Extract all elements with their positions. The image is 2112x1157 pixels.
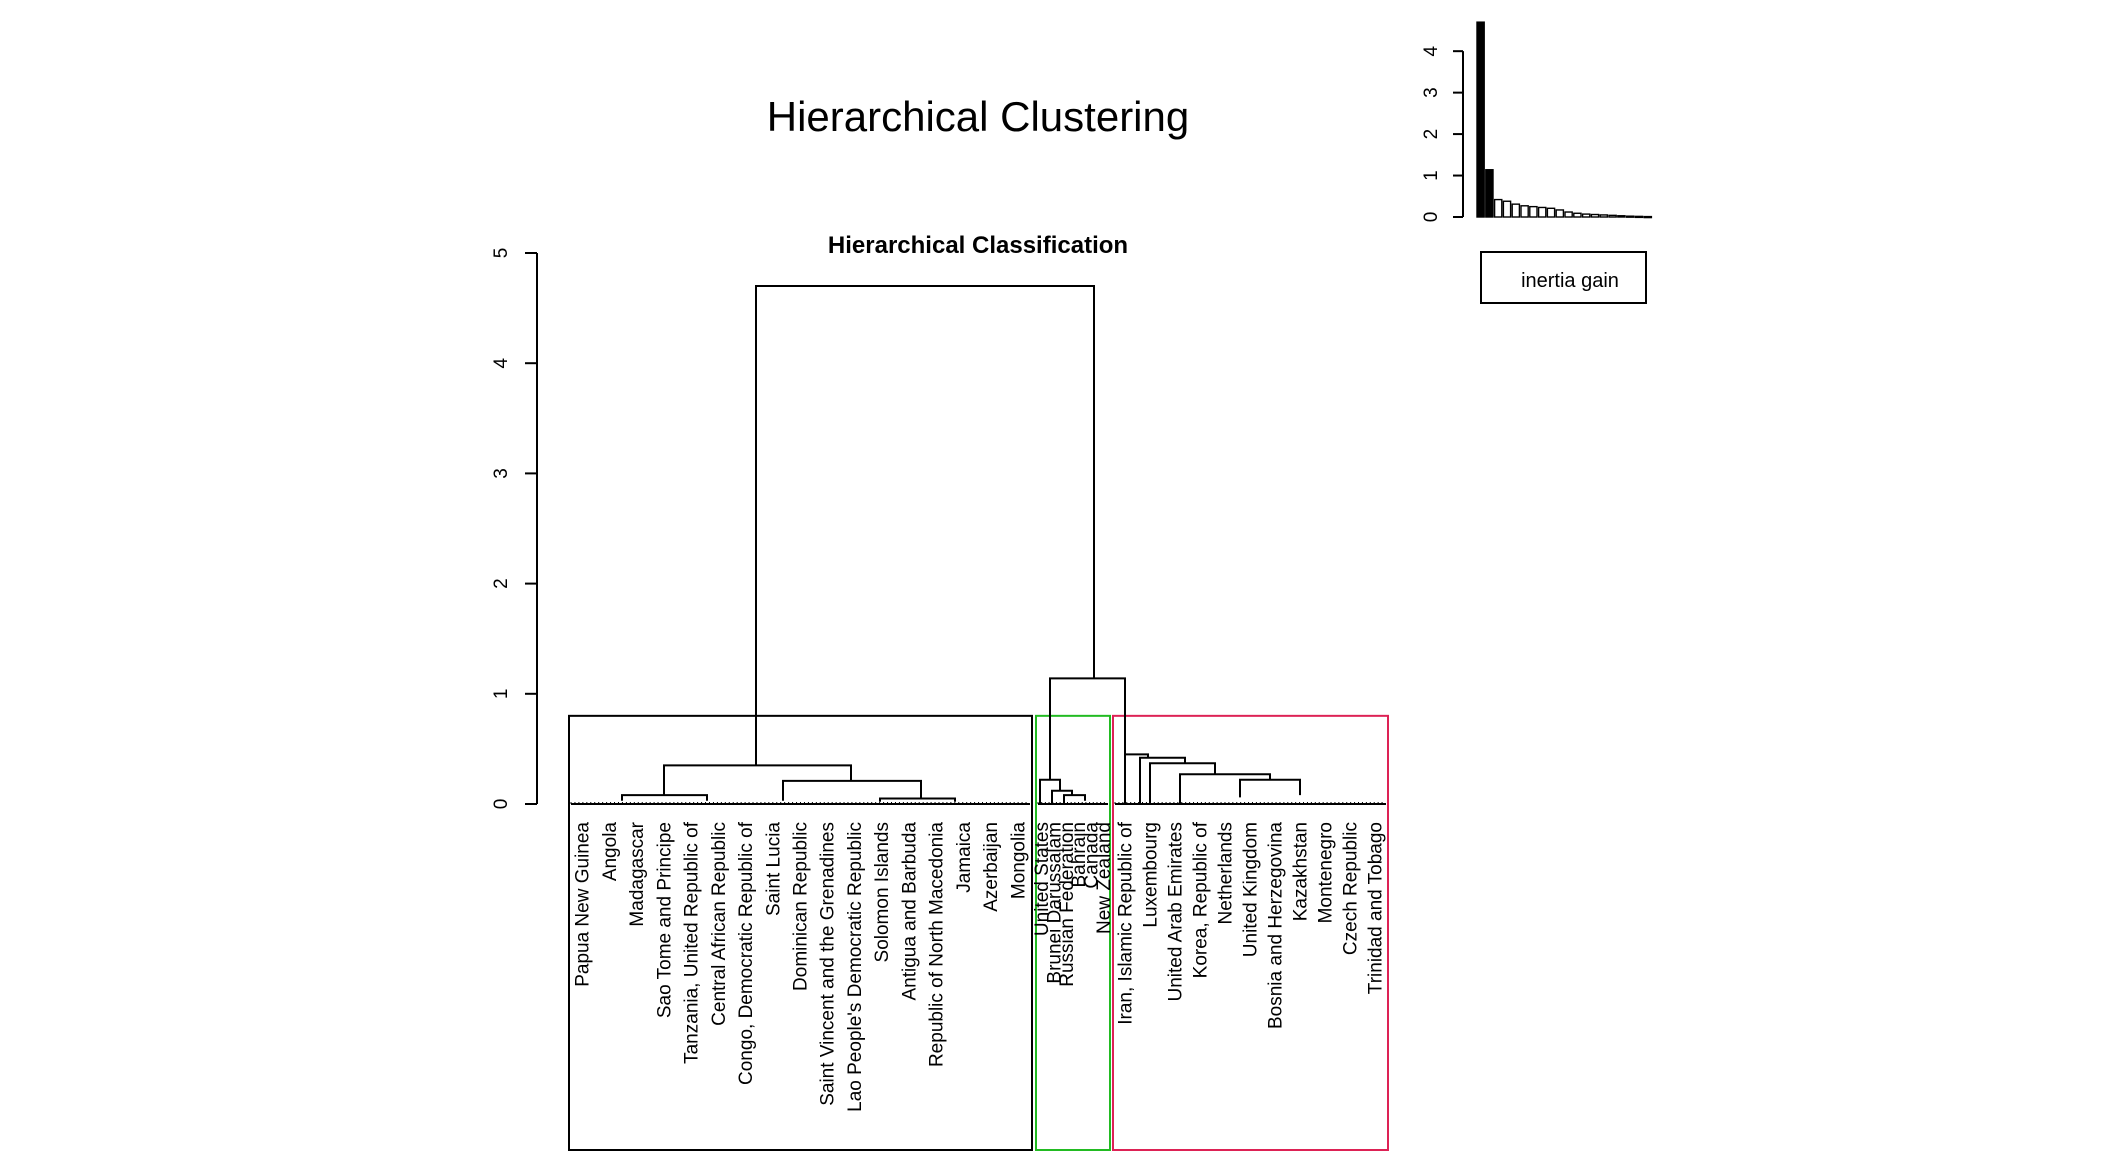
leaf-label: Brunei Darussalam — [1045, 822, 1066, 984]
merge-cluster-1 — [663, 764, 852, 796]
inertia-bar — [1625, 215, 1635, 218]
leaf-label: Sao Tome and Principe — [654, 822, 675, 1018]
leaf-label: Czech Republic — [1341, 822, 1362, 955]
leaf-label: United Arab Emirates — [1166, 822, 1187, 1002]
leaf-label: Trinidad and Tobago — [1366, 822, 1387, 994]
inertia-bar — [1546, 207, 1556, 218]
y-tick-label: 3 — [491, 468, 512, 479]
leaf-label: Papua New Guinea — [573, 822, 594, 987]
merge-cluster-2b — [1051, 789, 1073, 804]
cluster-box-1 — [568, 714, 1033, 1152]
merge-cluster-3c — [1149, 762, 1216, 804]
y-tick-label: 1 — [491, 689, 512, 700]
merge-cluster-2-3 — [1049, 677, 1126, 780]
leaf-label: Lao People's Democratic Republic — [845, 822, 866, 1112]
leaf-label: Jamaica — [954, 822, 975, 893]
inertia-bar — [1529, 205, 1538, 218]
inertia-bar — [1617, 215, 1626, 218]
inertia-bar — [1520, 205, 1529, 218]
leaf-label: Congo, Democratic Republic of — [736, 821, 757, 1085]
bar-y-tick-label: 2 — [1421, 129, 1442, 140]
inertia-bar — [1537, 206, 1547, 218]
bar-y-tick-label: 0 — [1421, 212, 1442, 223]
inertia-bar — [1608, 214, 1617, 218]
leaf-label: Canada — [1082, 822, 1103, 889]
merge-cluster-3d — [1179, 773, 1271, 804]
leaf-label: Russian Federation — [1057, 822, 1078, 987]
leaf-label: Korea, Republic of — [1191, 821, 1212, 978]
inertia-bar — [1502, 200, 1512, 218]
merge-cluster-2c — [1063, 794, 1086, 804]
y-tick-label: 0 — [491, 799, 512, 810]
legend-label: inertia gain — [1521, 270, 1619, 292]
merge-cluster-2a — [1039, 778, 1061, 804]
leaf-label: Central African Republic — [709, 822, 730, 1026]
leaf-label: Kazakhstan — [1291, 822, 1312, 921]
inertia-bar — [1485, 169, 1494, 218]
cluster-box-2 — [1035, 714, 1111, 1152]
inertia-gain-barplot: 0 1 2 3 4 — [1421, 21, 1653, 223]
y-tick-label: 5 — [491, 248, 512, 259]
legend-box — [1480, 251, 1647, 304]
inertia-bar — [1581, 213, 1591, 218]
inertia-legend: inertia gain — [1480, 251, 1647, 304]
inertia-bar — [1511, 203, 1521, 218]
y-tick-label: 4 — [491, 357, 512, 368]
leaf-label: Bosnia and Herzegovina — [1266, 822, 1287, 1029]
inertia-bar — [1573, 212, 1582, 218]
leaf-label: Madagascar — [627, 821, 648, 926]
dendrogram: 0 1 2 3 4 5 Papua New Guinea Angola Madagascar Sa… — [491, 248, 1389, 1152]
inertia-bar — [1590, 213, 1600, 218]
leaf-label: Netherlands — [1216, 822, 1237, 924]
leaf-label: New Zealand — [1094, 822, 1115, 934]
dendrogram-title: Hierarchical Classification — [828, 232, 1128, 259]
leaf-label: Bahrain — [1069, 822, 1090, 888]
bar-y-tick-label: 4 — [1421, 45, 1442, 56]
bar-y-tick-label: 3 — [1421, 87, 1442, 98]
leaf-label: Azerbaijan — [981, 822, 1002, 912]
merge-root — [755, 285, 1095, 766]
merge-cluster-1a — [621, 794, 708, 801]
merge-cluster-3b — [1139, 756, 1186, 804]
leaf-label: Iran, Islamic Republic of — [1116, 821, 1137, 1024]
y-tick-label: 2 — [491, 578, 512, 589]
leaf-label: Luxembourg — [1141, 822, 1162, 928]
leaf-label: Montenegro — [1316, 822, 1337, 923]
leaf-label: Republic of North Macedonia — [927, 822, 948, 1067]
inertia-bar — [1555, 209, 1565, 218]
leaf-label: Angola — [600, 822, 621, 882]
inertia-bar — [1634, 215, 1644, 219]
leaf-label: Solomon Islands — [872, 822, 893, 962]
leaf-label: Antigua and Barbuda — [899, 822, 920, 1001]
leaf-label: Saint Vincent and the Grenadines — [818, 822, 839, 1106]
merge-cluster-1b — [782, 779, 922, 801]
inertia-bar — [1599, 214, 1609, 218]
merge-cluster-3e — [1239, 778, 1301, 798]
cluster-box-3 — [1112, 714, 1389, 1152]
leaf-label: Tanzania, United Republic of — [682, 821, 703, 1064]
leaf-label: Saint Lucia — [763, 822, 784, 916]
leaf-label: Mongolia — [1008, 822, 1029, 900]
inertia-bar — [1476, 21, 1485, 218]
inertia-bar — [1643, 215, 1653, 219]
inertia-bar — [1564, 211, 1573, 218]
merge-cluster-3a — [1124, 753, 1149, 804]
leaf-label: United Kingdom — [1241, 822, 1262, 957]
merge-cluster-1c — [879, 797, 956, 802]
leaf-label: Dominican Republic — [791, 822, 812, 991]
main-title: Hierarchical Clustering — [767, 93, 1189, 140]
bar-y-tick-label: 1 — [1421, 170, 1442, 181]
leaf-label: United States — [1032, 822, 1053, 936]
inertia-bar — [1493, 198, 1503, 218]
